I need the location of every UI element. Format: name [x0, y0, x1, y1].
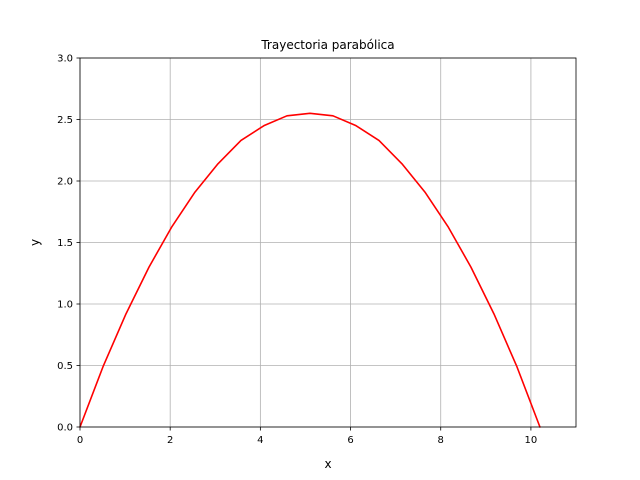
x-tick-label: 2 [167, 435, 173, 446]
y-tick-label: 2.5 [57, 115, 73, 126]
y-tick-label: 2.0 [57, 177, 73, 188]
y-tick-label: 3.0 [57, 54, 73, 65]
x-tick-label: 8 [438, 435, 444, 446]
x-tick-label: 6 [347, 435, 353, 446]
x-tick-label: 10 [525, 435, 538, 446]
y-tick-label: 1.0 [57, 300, 73, 311]
y-axis-ticks: 0.0 0.5 1.0 1.5 2.0 2.5 3.0 [57, 54, 80, 434]
y-tick-label: 1.5 [57, 238, 73, 249]
x-axis-ticks: 0 2 4 6 8 10 [77, 427, 537, 446]
x-tick-label: 4 [257, 435, 263, 446]
series-layer [79, 112, 541, 428]
y-tick-label: 0.0 [57, 423, 73, 434]
x-axis-label: x [324, 457, 331, 471]
trajectory-line [79, 112, 541, 428]
y-tick-label: 0.5 [57, 361, 73, 372]
chart-title: Trayectoria parabólica [260, 38, 394, 52]
x-tick-label: 0 [77, 435, 83, 446]
y-axis-label: y [28, 239, 42, 246]
